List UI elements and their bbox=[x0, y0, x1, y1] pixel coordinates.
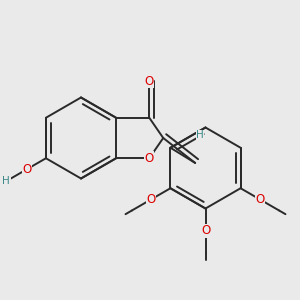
Text: H: H bbox=[196, 130, 204, 140]
Text: O: O bbox=[22, 163, 31, 176]
Text: O: O bbox=[145, 152, 154, 165]
Text: O: O bbox=[201, 224, 210, 237]
Text: O: O bbox=[146, 193, 156, 206]
Text: O: O bbox=[255, 193, 265, 206]
Text: H: H bbox=[2, 176, 10, 186]
Text: O: O bbox=[145, 75, 154, 88]
